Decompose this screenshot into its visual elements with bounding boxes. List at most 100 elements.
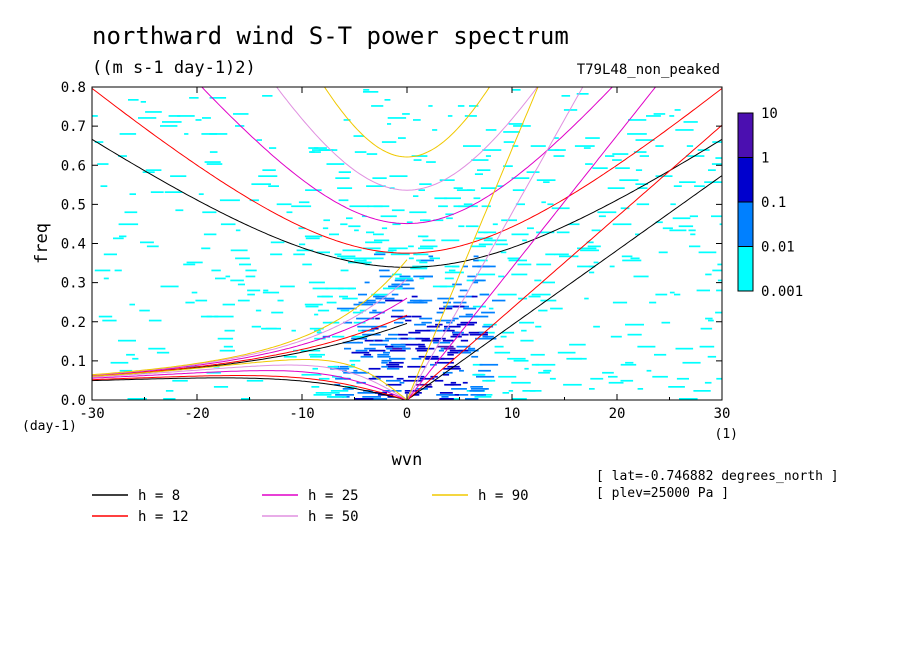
spectrum-cell bbox=[447, 115, 453, 117]
spectrum-cell bbox=[326, 163, 345, 165]
spectrum-cell bbox=[463, 307, 477, 310]
spectrum-cell bbox=[442, 329, 455, 332]
spectrum-cell bbox=[711, 163, 722, 165]
spectrum-cell bbox=[461, 333, 469, 336]
spectrum-cell bbox=[408, 245, 414, 248]
spectrum-cell bbox=[450, 335, 462, 338]
spectrum-cell bbox=[126, 353, 135, 356]
spectrum-cell bbox=[299, 243, 306, 246]
spectrum-cell bbox=[468, 331, 488, 334]
y-unit-label: (day-1) bbox=[22, 419, 77, 434]
spectrum-cell bbox=[237, 299, 250, 302]
spectrum-cell bbox=[531, 363, 540, 366]
spectrum-cell bbox=[464, 115, 477, 117]
gravity-curve-h50 bbox=[276, 87, 539, 191]
spectrum-cell bbox=[357, 341, 363, 344]
colorbar-segment bbox=[737, 246, 754, 292]
mrg-curve-h90 bbox=[92, 259, 408, 376]
spectrum-cell bbox=[156, 351, 170, 354]
spectrum-cell bbox=[480, 187, 497, 190]
spectrum-cell bbox=[409, 211, 427, 214]
spectrum-cell bbox=[482, 335, 494, 338]
spectrum-cell bbox=[447, 353, 454, 356]
spectrum-cell bbox=[334, 253, 342, 256]
spectrum-cell bbox=[451, 388, 467, 390]
y-tick-label: 0.6 bbox=[61, 158, 86, 174]
spectrum-cell bbox=[458, 351, 472, 354]
spectrum-cell bbox=[620, 207, 630, 210]
spectrum-cell bbox=[407, 365, 427, 368]
spectrum-cell bbox=[308, 281, 325, 284]
spectrum-cell bbox=[310, 355, 322, 358]
info-pressure-level: [ plev=25000 Pa ] bbox=[596, 486, 730, 501]
spectrum-cell bbox=[711, 215, 722, 218]
spectrum-cell bbox=[679, 398, 698, 400]
spectrum-cell bbox=[477, 169, 491, 172]
info-latitude: [ lat=-0.746882 degrees_north ] bbox=[596, 469, 839, 484]
spectrum-cell bbox=[363, 91, 379, 93]
spectrum-cell bbox=[423, 219, 431, 222]
spectrum-cell bbox=[356, 317, 375, 320]
spectrum-cell bbox=[318, 377, 330, 380]
spectrum-cell bbox=[408, 257, 414, 260]
spectrum-cell bbox=[490, 239, 507, 242]
spectrum-cell bbox=[708, 169, 716, 172]
spectrum-cell bbox=[428, 255, 434, 258]
spectrum-cell bbox=[439, 392, 453, 394]
spectrum-cell bbox=[620, 379, 634, 382]
spectrum-cell bbox=[452, 265, 460, 268]
spectrum-cell bbox=[348, 365, 355, 368]
spectrum-cell bbox=[223, 345, 233, 348]
spectrum-cell bbox=[291, 329, 296, 332]
spectrum-cell bbox=[298, 201, 310, 204]
spectrum-cell bbox=[389, 349, 406, 352]
spectrum-cell bbox=[511, 381, 531, 384]
spectrum-cell bbox=[432, 285, 448, 288]
spectrum-cell bbox=[146, 245, 159, 248]
spectrum-cell bbox=[418, 189, 425, 192]
spectrum-cell bbox=[433, 341, 451, 344]
spectrum-cell bbox=[433, 219, 444, 222]
spectrum-cell bbox=[620, 363, 637, 366]
spectrum-cell bbox=[542, 281, 555, 284]
spectrum-cell bbox=[347, 287, 356, 290]
spectrum-cell bbox=[364, 281, 370, 284]
mrg-curve-h25 bbox=[92, 297, 408, 376]
spectrum-cell bbox=[538, 371, 550, 374]
spectrum-cell bbox=[463, 145, 481, 147]
spectrum-cell bbox=[372, 177, 387, 180]
spectrum-cell bbox=[225, 275, 231, 278]
spectrum-cell bbox=[698, 251, 717, 254]
spectrum-cell bbox=[508, 390, 514, 392]
spectrum-cell bbox=[317, 295, 333, 298]
spectrum-cell bbox=[202, 211, 217, 214]
spectrum-cell bbox=[337, 255, 356, 258]
kelvin-curve-h8 bbox=[406, 175, 722, 400]
spectrum-cell bbox=[314, 313, 319, 316]
spectrum-cell bbox=[201, 133, 218, 135]
spectrum-cell bbox=[271, 311, 284, 314]
spectrum-cell bbox=[214, 315, 234, 318]
spectrum-cell bbox=[368, 367, 381, 370]
x-axis-label: wvn bbox=[392, 450, 423, 470]
spectrum-cell bbox=[277, 299, 284, 302]
spectrum-cell bbox=[342, 249, 362, 252]
spectrum-cell bbox=[377, 353, 390, 356]
spectrum-cell bbox=[413, 195, 419, 198]
spectrum-cell bbox=[349, 359, 361, 362]
spectrum-cell bbox=[469, 333, 488, 336]
spectrum-cell bbox=[627, 133, 647, 135]
spectrum-cell bbox=[553, 137, 559, 139]
spectrum-cell bbox=[438, 205, 448, 208]
spectrum-cell bbox=[470, 245, 486, 248]
spectrum-cell bbox=[468, 347, 476, 350]
spectrum-cell bbox=[459, 289, 468, 292]
spectrum-cell bbox=[428, 105, 433, 107]
spectrum-cell bbox=[191, 291, 198, 294]
spectrum-cell bbox=[352, 311, 363, 314]
spectrum-cell bbox=[340, 309, 350, 312]
spectrum-cell bbox=[472, 363, 483, 366]
spectrum-cell bbox=[576, 93, 589, 95]
spectrum-cell bbox=[522, 390, 536, 392]
spectrum-cell bbox=[140, 241, 154, 244]
